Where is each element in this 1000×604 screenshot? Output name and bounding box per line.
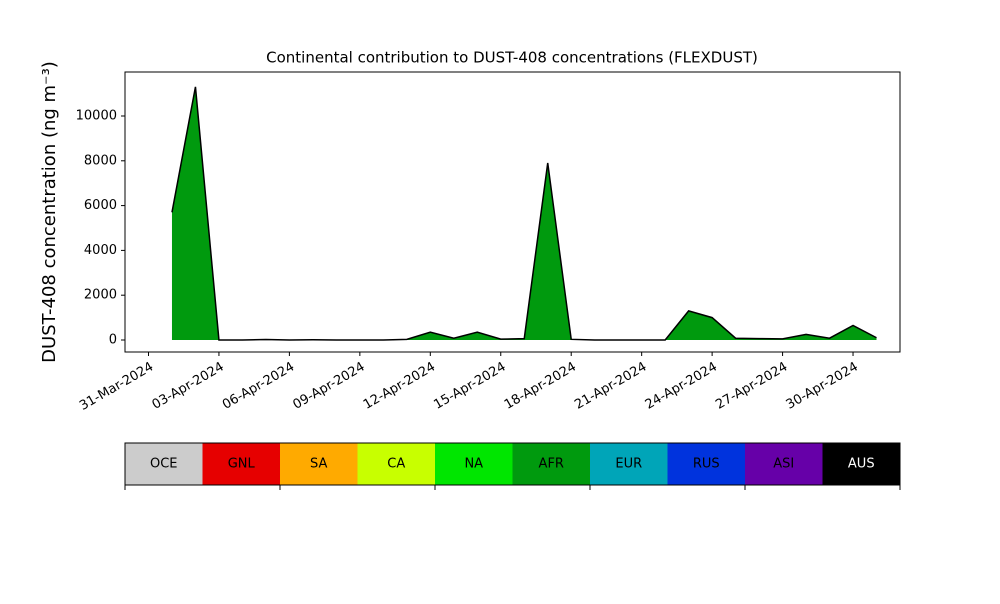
colorbar-cell: [125, 443, 203, 485]
colorbar-label: OCE: [150, 457, 178, 472]
area: [171, 86, 877, 340]
y-tick-label: 6000: [84, 198, 117, 213]
colorbar-cell: [435, 443, 513, 485]
y-tick-label: 2000: [84, 288, 117, 303]
plot-frame: [124, 71, 901, 353]
colorbar-cell: [202, 443, 280, 485]
colorbar-label: GNL: [228, 457, 256, 472]
colorbar-cell: [667, 443, 745, 485]
y-tick-label: 10000: [76, 108, 117, 123]
y-tick-label: 0: [109, 332, 117, 347]
colorbar-label: CA: [387, 457, 405, 472]
colorbar-label: SA: [310, 457, 327, 472]
x-tick-label: 09-Apr-2024: [290, 360, 367, 413]
colorbar-label: AFR: [539, 457, 564, 472]
x-tick-label: 24-Apr-2024: [643, 360, 720, 413]
colorbar-label: RUS: [693, 457, 720, 472]
colorbar-cell: [280, 443, 358, 485]
y-tick-label: 4000: [84, 243, 117, 258]
colorbar-label: ASI: [773, 457, 794, 472]
x-tick-label: 03-Apr-2024: [150, 360, 227, 413]
y-tick-label: 8000: [84, 153, 117, 168]
colorbar-label: EUR: [615, 457, 642, 472]
x-tick-label: 27-Apr-2024: [713, 360, 790, 413]
outline: [171, 86, 877, 341]
y-axis-label: DUST-408 concentration (ng m⁻³): [39, 61, 60, 363]
x-tick-label: 12-Apr-2024: [361, 360, 438, 413]
colorbar-cell: [590, 443, 668, 485]
colorbar-label: AUS: [848, 457, 875, 472]
colorbar-cell: [357, 443, 435, 485]
colorbar-cell: [512, 443, 590, 485]
colorbar-cell: [822, 443, 900, 485]
x-tick-label: 06-Apr-2024: [220, 360, 297, 413]
colorbar-frame: [124, 442, 901, 486]
x-tick-label: 18-Apr-2024: [502, 360, 579, 413]
x-tick-label: 21-Apr-2024: [572, 360, 649, 413]
x-tick-label: 31-Mar-2024: [77, 360, 156, 414]
chart-title: Continental contribution to DUST-408 con…: [266, 49, 758, 67]
colorbar-label: NA: [464, 457, 483, 472]
x-tick-label: 30-Apr-2024: [784, 360, 861, 413]
x-tick-label: 15-Apr-2024: [431, 360, 508, 413]
colorbar-cell: [745, 443, 823, 485]
